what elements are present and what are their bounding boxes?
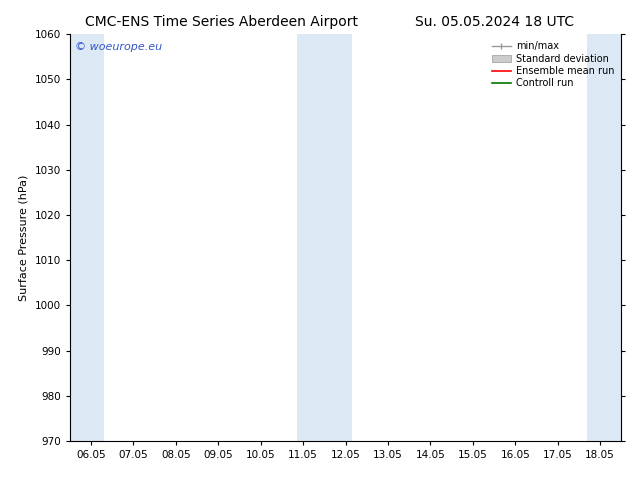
Bar <box>70 34 104 441</box>
Bar <box>587 34 621 441</box>
Text: CMC-ENS Time Series Aberdeen Airport: CMC-ENS Time Series Aberdeen Airport <box>86 15 358 29</box>
Y-axis label: Surface Pressure (hPa): Surface Pressure (hPa) <box>19 174 29 301</box>
Bar <box>297 34 352 441</box>
Text: Su. 05.05.2024 18 UTC: Su. 05.05.2024 18 UTC <box>415 15 574 29</box>
Text: © woeurope.eu: © woeurope.eu <box>75 43 162 52</box>
Legend: min/max, Standard deviation, Ensemble mean run, Controll run: min/max, Standard deviation, Ensemble me… <box>488 37 618 92</box>
